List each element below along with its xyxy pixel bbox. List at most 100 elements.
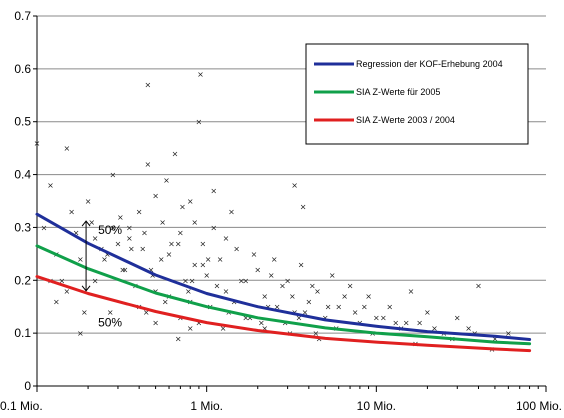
data-point: × <box>73 229 80 238</box>
y-tick-label: 0.7 <box>14 9 31 23</box>
data-point: × <box>68 208 75 217</box>
data-point: × <box>220 324 227 333</box>
data-point: × <box>274 303 281 312</box>
axes <box>33 15 547 392</box>
data-point: × <box>128 245 135 254</box>
y-tick-label: 0.1 <box>14 326 31 340</box>
data-point: × <box>424 308 431 317</box>
data-point: × <box>196 118 203 127</box>
annotation-arrow-up <box>81 220 91 227</box>
y-tick-label: 0.5 <box>14 115 31 129</box>
legend-label-sia-2003-2004: SIA Z-Werte 2003 / 2004 <box>356 115 455 125</box>
series-line-sia-2003-2004 <box>35 275 532 353</box>
data-point: × <box>228 208 235 217</box>
data-point: × <box>247 313 254 322</box>
x-tick-label: 100 Mio. <box>516 399 562 413</box>
data-point: × <box>329 271 336 280</box>
data-point: × <box>261 324 268 333</box>
data-point: × <box>205 255 212 264</box>
data-point: × <box>251 250 258 259</box>
data-point: × <box>238 276 245 285</box>
legend: Regression der KOF-Erhebung 2004 SIA Z-W… <box>305 43 529 145</box>
legend-label-kof: Regression der KOF-Erhebung 2004 <box>356 59 503 69</box>
data-point: × <box>341 292 348 301</box>
data-point: × <box>380 313 387 322</box>
data-point: × <box>475 282 482 291</box>
data-point: × <box>279 282 286 291</box>
data-point: × <box>291 181 298 190</box>
data-point: × <box>148 266 155 275</box>
data-point: × <box>53 297 60 306</box>
data-point: × <box>223 234 230 243</box>
series-lines <box>35 212 532 353</box>
data-point: × <box>454 313 461 322</box>
data-point: × <box>403 319 410 328</box>
data-point: × <box>191 260 198 269</box>
data-point: × <box>149 271 156 280</box>
data-point: × <box>271 255 278 264</box>
data-point: × <box>296 313 303 322</box>
data-point: × <box>416 319 423 328</box>
data-point: × <box>305 297 312 306</box>
data-point: × <box>268 271 275 280</box>
data-point: × <box>465 324 472 333</box>
data-point: × <box>223 287 230 296</box>
data-point: × <box>185 287 192 296</box>
data-point: × <box>104 250 111 259</box>
data-point: × <box>179 202 186 211</box>
data-point: × <box>152 287 159 296</box>
x-tick-labels: 0.1 Mio. 1 Mio. 10 Mio. 100 Mio. <box>0 399 562 413</box>
data-point: × <box>34 139 41 148</box>
y-tick-label: 0 <box>24 379 31 393</box>
data-point: × <box>261 292 268 301</box>
data-point: × <box>162 297 169 306</box>
data-point: × <box>92 276 99 285</box>
x-tick-label: 1 Mio. <box>190 399 223 413</box>
annotations: 50% 50% <box>81 220 122 330</box>
data-point: × <box>200 239 207 248</box>
data-point: × <box>242 276 249 285</box>
data-point: × <box>175 334 182 343</box>
data-point: × <box>101 255 108 264</box>
data-point: × <box>182 276 189 285</box>
data-point: × <box>322 313 329 322</box>
data-point: × <box>210 223 217 232</box>
data-point: × <box>203 271 210 280</box>
data-point: × <box>152 319 159 328</box>
data-point: × <box>254 266 261 275</box>
data-point: × <box>335 303 342 312</box>
data-point: × <box>143 308 150 317</box>
data-point: × <box>431 324 438 333</box>
legend-box <box>305 43 529 145</box>
data-point: × <box>300 202 307 211</box>
data-point: × <box>210 186 217 195</box>
data-point: × <box>386 303 393 312</box>
data-point: × <box>119 266 126 275</box>
data-point: × <box>200 260 207 269</box>
data-point: × <box>81 308 88 317</box>
data-point: × <box>115 239 122 248</box>
annotation-label: 50% <box>98 223 122 237</box>
x-tick-label: 10 Mio. <box>357 399 396 413</box>
data-point: × <box>92 234 99 243</box>
data-point: × <box>88 218 95 227</box>
data-point: × <box>158 255 165 264</box>
data-point: × <box>187 324 194 333</box>
data-point: × <box>110 223 117 232</box>
data-point: × <box>141 229 148 238</box>
data-point: × <box>217 255 224 264</box>
data-point: × <box>352 308 359 317</box>
data-point: × <box>64 144 71 153</box>
data-point: × <box>41 223 48 232</box>
data-point: × <box>187 197 194 206</box>
data-point: × <box>298 260 305 269</box>
data-point: × <box>166 250 173 259</box>
data-point: × <box>233 245 240 254</box>
data-point: × <box>191 218 198 227</box>
data-point: × <box>117 213 124 222</box>
data-point: × <box>47 181 54 190</box>
data-point: × <box>159 218 166 227</box>
series-line-sia-2005 <box>35 244 532 346</box>
data-point: × <box>85 197 92 206</box>
